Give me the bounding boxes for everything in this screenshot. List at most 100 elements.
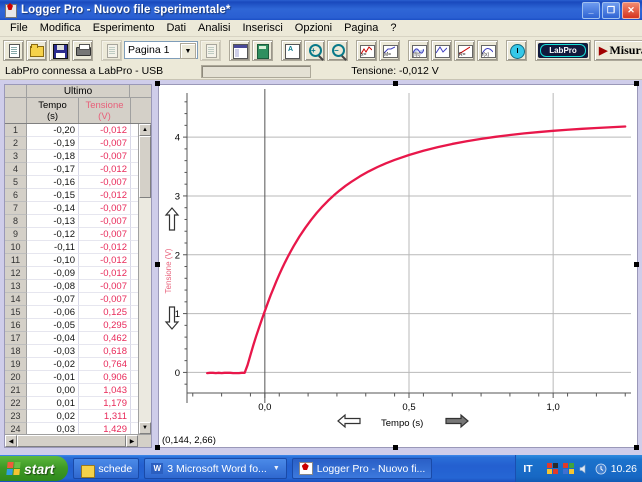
table-row[interactable]: 12 -0,09 -0,012 — [5, 267, 138, 280]
tray-icon-1[interactable] — [546, 462, 559, 475]
cell-tensione[interactable]: 1,311 — [79, 410, 131, 423]
table-row[interactable]: 22 0,01 1,179 — [5, 397, 138, 410]
cell-tensione[interactable]: 0,618 — [79, 345, 131, 358]
selection-handle-tl[interactable] — [155, 81, 160, 86]
table-row[interactable]: 7 -0,14 -0,007 — [5, 202, 138, 215]
linear-fit-button[interactable]: R= — [454, 39, 475, 61]
close-button[interactable]: ✕ — [622, 2, 640, 19]
selection-handle-tr[interactable] — [634, 81, 639, 86]
menu-inserisci[interactable]: Inserisci — [242, 22, 283, 34]
table-row[interactable]: 5 -0,16 -0,007 — [5, 176, 138, 189]
scroll-track-vertical[interactable] — [139, 198, 151, 422]
cell-tensione[interactable]: -0,012 — [79, 124, 131, 137]
cell-tensione[interactable]: -0,007 — [79, 137, 131, 150]
volume-icon[interactable] — [579, 463, 591, 475]
table-row[interactable]: 20 -0,01 0,906 — [5, 371, 138, 384]
table-body[interactable]: 1 -0,20 -0,012 2 -0,19 -0,007 3 -0,18 -0,007 4 -0,… — [5, 124, 151, 434]
cell-tempo[interactable]: 0,02 — [27, 410, 79, 423]
column-header-tensione[interactable]: Tensione (V) — [79, 98, 131, 123]
menu-file[interactable]: File — [10, 22, 28, 34]
menu-opzioni[interactable]: Opzioni — [294, 22, 333, 34]
cell-tempo[interactable]: -0,05 — [27, 319, 79, 332]
table-row[interactable]: 6 -0,15 -0,012 — [5, 189, 138, 202]
network-icon[interactable] — [595, 463, 607, 475]
cell-tempo[interactable]: -0,18 — [27, 150, 79, 163]
cell-tensione[interactable]: -0,007 — [79, 150, 131, 163]
restore-button[interactable]: ❐ — [602, 2, 620, 19]
data-series-line[interactable] — [206, 125, 627, 375]
tangent-button[interactable] — [431, 39, 452, 61]
menu-esperimento[interactable]: Esperimento — [92, 22, 155, 34]
cell-tempo[interactable]: -0,16 — [27, 176, 79, 189]
left-arrow-button[interactable] — [337, 413, 361, 429]
cell-tempo[interactable]: -0,12 — [27, 228, 79, 241]
table-row[interactable]: 15 -0,06 0,125 — [5, 306, 138, 319]
cell-tensione[interactable]: -0,007 — [79, 202, 131, 215]
selection-handle-br[interactable] — [634, 445, 639, 450]
cell-tempo[interactable]: -0,06 — [27, 306, 79, 319]
minimize-button[interactable]: _ — [582, 2, 600, 19]
selection-handle-tc[interactable] — [393, 81, 398, 86]
menu-dati[interactable]: Dati — [166, 22, 187, 34]
labpro-button[interactable]: LabPro — [535, 39, 591, 61]
page-setup-button[interactable] — [101, 39, 122, 61]
cell-tensione[interactable]: -0,007 — [79, 176, 131, 189]
cell-tempo[interactable]: -0,01 — [27, 371, 79, 384]
insert-meter-button[interactable] — [252, 39, 273, 61]
tray-icon-2[interactable] — [562, 462, 575, 475]
table-horizontal-scrollbar[interactable]: ◀ ▶ — [5, 434, 151, 447]
cell-tensione[interactable]: 0,462 — [79, 332, 131, 345]
taskbar-item-word[interactable]: W 3 Microsoft Word fo... ▼ — [144, 458, 287, 479]
cell-tensione[interactable]: -0,012 — [79, 267, 131, 280]
cell-tempo[interactable]: -0,09 — [27, 267, 79, 280]
table-row[interactable]: 2 -0,19 -0,007 — [5, 137, 138, 150]
menu-analisi[interactable]: Analisi — [198, 22, 231, 34]
save-file-button[interactable] — [49, 39, 70, 61]
language-indicator[interactable]: IT — [523, 462, 533, 475]
mean-button[interactable]: M= — [379, 39, 400, 61]
cell-tempo[interactable]: -0,08 — [27, 280, 79, 293]
table-row[interactable]: 11 -0,10 -0,012 — [5, 254, 138, 267]
table-row[interactable]: 1 -0,20 -0,012 — [5, 124, 138, 137]
down-arrow-button[interactable] — [164, 306, 180, 330]
chevron-down-icon[interactable]: ▼ — [180, 43, 196, 59]
table-row[interactable]: 4 -0,17 -0,012 — [5, 163, 138, 176]
table-row[interactable]: 18 -0,03 0,618 — [5, 345, 138, 358]
column-header-tempo[interactable]: Tempo (s) — [27, 98, 79, 123]
table-row[interactable]: 16 -0,05 0,295 — [5, 319, 138, 332]
start-button[interactable]: start — [0, 456, 69, 481]
cell-tensione[interactable]: 1,043 — [79, 384, 131, 397]
cell-tensione[interactable]: -0,012 — [79, 254, 131, 267]
collect-button[interactable]: ▶ Misura! — [594, 39, 642, 61]
clock[interactable]: 10.26 — [610, 462, 637, 475]
scroll-right-button[interactable]: ▶ — [126, 435, 138, 447]
chevron-down-icon-taskbar[interactable]: ▼ — [272, 465, 280, 472]
integral-button[interactable]: ∫f(t) — [408, 39, 429, 61]
right-arrow-button[interactable] — [445, 413, 469, 429]
menu-help[interactable]: ? — [390, 22, 397, 34]
menu-pagina[interactable]: Pagina — [344, 22, 379, 34]
zoom-in-button[interactable]: + — [304, 39, 325, 61]
table-vertical-scrollbar[interactable]: ▲ ▼ — [138, 124, 151, 434]
cell-tensione[interactable]: 0,125 — [79, 306, 131, 319]
cell-tensione[interactable]: 1,429 — [79, 423, 131, 434]
table-row[interactable]: 21 0,00 1,043 — [5, 384, 138, 397]
cell-tempo[interactable]: -0,15 — [27, 189, 79, 202]
selection-handle-mr[interactable] — [634, 262, 639, 267]
selection-handle-bl[interactable] — [155, 445, 160, 450]
next-page-button[interactable] — [200, 39, 221, 61]
cell-tempo[interactable]: 0,03 — [27, 423, 79, 434]
cell-tensione[interactable]: 0,295 — [79, 319, 131, 332]
cell-tempo[interactable]: 0,01 — [27, 397, 79, 410]
insert-table-button[interactable] — [229, 39, 250, 61]
cell-tempo[interactable]: 0,00 — [27, 384, 79, 397]
cell-tensione[interactable]: -0,007 — [79, 280, 131, 293]
cell-tensione[interactable]: 0,906 — [79, 371, 131, 384]
cell-tempo[interactable]: -0,17 — [27, 163, 79, 176]
page-select[interactable]: Pagina 1 ▼ — [124, 41, 198, 59]
scroll-thumb-vertical[interactable] — [139, 136, 151, 198]
cell-tempo[interactable]: -0,11 — [27, 241, 79, 254]
table-row[interactable]: 17 -0,04 0,462 — [5, 332, 138, 345]
cell-tensione[interactable]: -0,012 — [79, 241, 131, 254]
cell-tensione[interactable]: 0,764 — [79, 358, 131, 371]
